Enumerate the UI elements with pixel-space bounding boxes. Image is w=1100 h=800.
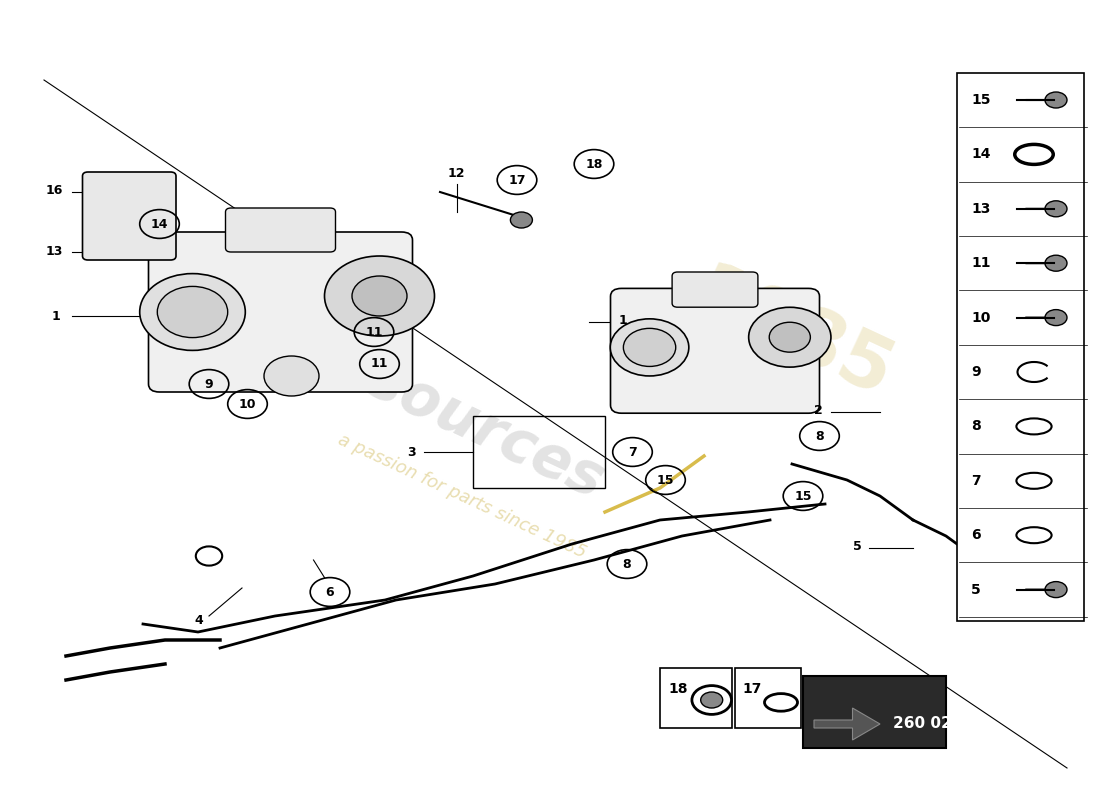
Text: 14: 14	[151, 218, 168, 230]
Text: 17: 17	[742, 682, 762, 695]
Circle shape	[624, 328, 675, 366]
Text: 11: 11	[365, 326, 383, 338]
Text: 8: 8	[971, 419, 981, 434]
Text: 10: 10	[239, 398, 256, 410]
Circle shape	[510, 212, 532, 228]
Circle shape	[324, 256, 435, 336]
FancyBboxPatch shape	[610, 289, 820, 414]
Text: 1: 1	[52, 310, 60, 322]
Circle shape	[749, 307, 830, 367]
Bar	[957, 73, 1084, 621]
Text: 5: 5	[971, 582, 981, 597]
Bar	[660, 668, 732, 728]
Polygon shape	[814, 708, 880, 740]
Bar	[473, 416, 605, 488]
Text: a passion for parts since 1985: a passion for parts since 1985	[336, 430, 588, 562]
Circle shape	[769, 322, 811, 352]
Text: 15: 15	[971, 93, 991, 107]
Text: 12: 12	[448, 167, 465, 180]
Text: 10: 10	[971, 310, 991, 325]
Text: 11: 11	[371, 358, 388, 370]
Text: 8: 8	[815, 430, 824, 442]
Circle shape	[1045, 310, 1067, 326]
Circle shape	[1045, 201, 1067, 217]
Circle shape	[1045, 255, 1067, 271]
Text: 9: 9	[205, 378, 213, 390]
Text: eurosources: eurosources	[223, 289, 613, 511]
Circle shape	[157, 286, 228, 338]
Text: 2: 2	[814, 404, 823, 417]
Text: 7: 7	[628, 446, 637, 458]
Text: 15: 15	[657, 474, 674, 486]
Text: 6: 6	[326, 586, 334, 598]
Text: 5: 5	[852, 540, 861, 553]
Bar	[735, 668, 801, 728]
Text: 7: 7	[971, 474, 981, 488]
Text: 18: 18	[669, 682, 689, 695]
Text: 3: 3	[407, 446, 416, 458]
FancyBboxPatch shape	[148, 232, 412, 392]
Text: 13: 13	[971, 202, 991, 216]
Circle shape	[264, 356, 319, 396]
Text: 6: 6	[971, 528, 981, 542]
Text: 9: 9	[971, 365, 981, 379]
Text: 13: 13	[45, 245, 63, 258]
FancyBboxPatch shape	[226, 208, 336, 252]
Text: 260 02: 260 02	[893, 717, 952, 731]
FancyBboxPatch shape	[82, 172, 176, 260]
Text: 11: 11	[971, 256, 991, 270]
Text: 14: 14	[971, 147, 991, 162]
Circle shape	[140, 274, 245, 350]
FancyBboxPatch shape	[672, 272, 758, 307]
Text: 1: 1	[618, 314, 627, 326]
Text: 17: 17	[508, 174, 526, 186]
FancyBboxPatch shape	[803, 676, 946, 748]
Text: 4: 4	[195, 614, 204, 626]
Circle shape	[1045, 92, 1067, 108]
Text: 18: 18	[585, 158, 603, 170]
Circle shape	[610, 319, 689, 376]
Text: 1985: 1985	[680, 258, 904, 414]
Circle shape	[352, 276, 407, 316]
Circle shape	[701, 692, 723, 708]
Text: 8: 8	[623, 558, 631, 570]
Circle shape	[1045, 582, 1067, 598]
Text: 16: 16	[45, 184, 63, 197]
Text: 15: 15	[794, 490, 812, 502]
